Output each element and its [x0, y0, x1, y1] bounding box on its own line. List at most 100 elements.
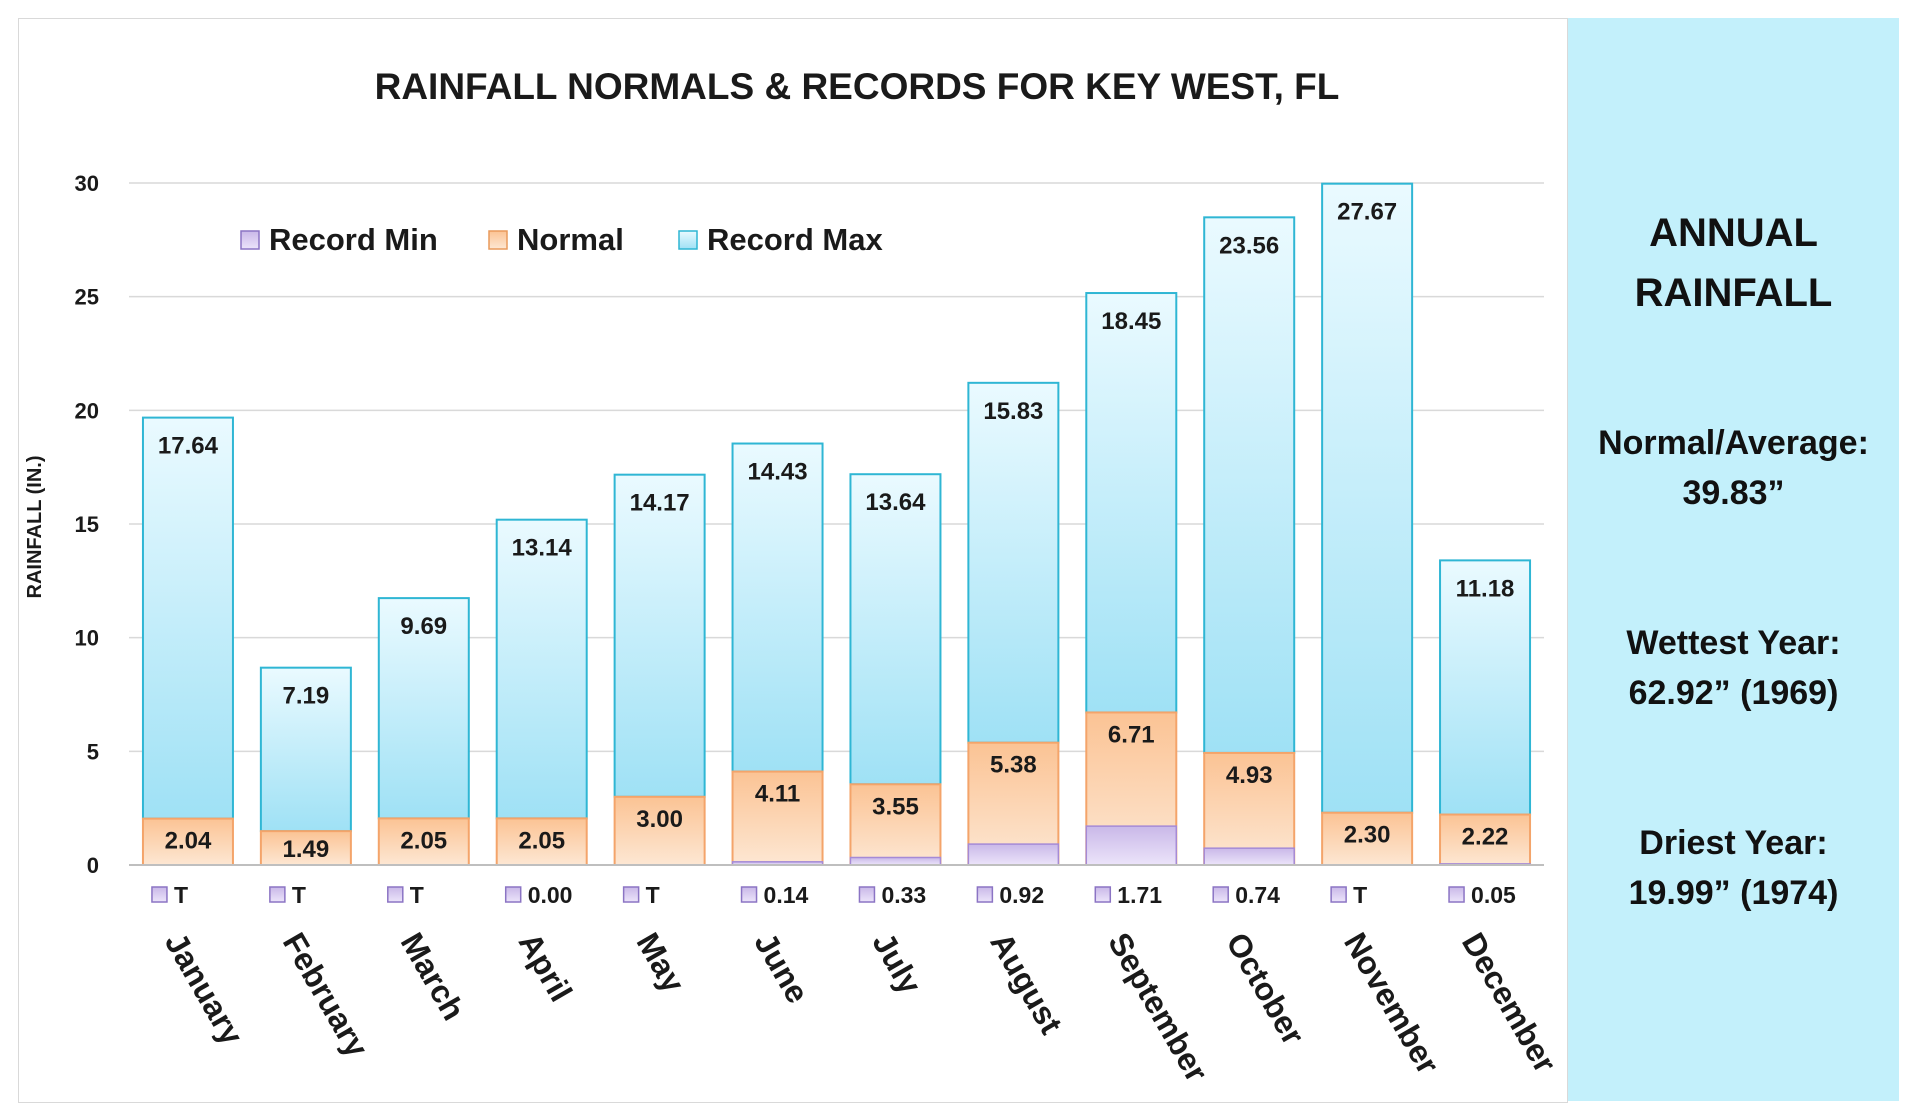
- legend-swatch: [678, 230, 698, 250]
- normal-label: 5.38: [990, 752, 1037, 779]
- record-min-annotation: 0.74: [1212, 882, 1280, 908]
- record-max-label: 14.43: [748, 459, 808, 486]
- legend-swatch: [488, 230, 508, 250]
- record-max-label: 9.69: [400, 613, 447, 640]
- bar-normal: [495, 817, 588, 866]
- rainfall-chart: 17.64 2.04 T 7.19 1.49 T 9.69 2.05 T 13.14 2.05 0.0…: [24, 66, 1564, 1088]
- record-min-marker: [504, 886, 522, 903]
- bars: [141, 182, 1532, 867]
- bar-record-max: [1085, 292, 1178, 714]
- record-min-marker: [387, 886, 404, 903]
- bar-record-min: [967, 843, 1060, 866]
- normal-label: 3.00: [636, 806, 683, 833]
- legend: Record Min Normal Record Max: [240, 222, 883, 257]
- gridlines: [129, 182, 1544, 753]
- normal-label: 4.93: [1226, 762, 1273, 789]
- x-tick-label: May: [630, 927, 692, 999]
- record-min-label: 0.92: [999, 882, 1044, 908]
- record-max-label: 18.45: [1101, 308, 1161, 335]
- normal-label: 2.22: [1462, 824, 1509, 851]
- wettest-year-stat: Wettest Year: 62.92” (1969): [1568, 618, 1899, 718]
- record-min-annotation: 0.00: [504, 882, 572, 908]
- annual-title-line1: ANNUAL: [1649, 211, 1818, 255]
- legend-item: Record Max: [678, 222, 883, 257]
- x-tick-label: February: [276, 927, 376, 1064]
- record-min-marker: [151, 886, 168, 903]
- normal-average-value: 39.83”: [1682, 474, 1785, 512]
- driest-year-stat: Driest Year: 19.99” (1974): [1568, 818, 1899, 918]
- record-max-label: 7.19: [283, 683, 330, 710]
- y-tick-label: 20: [75, 398, 99, 423]
- record-min-marker: [622, 886, 640, 903]
- record-max-label: 13.14: [512, 535, 573, 562]
- record-min-annotation: 0.33: [858, 882, 926, 908]
- y-tick-label: 25: [75, 285, 99, 310]
- record-min-label: 0.74: [1235, 882, 1280, 908]
- y-tick-label: 0: [87, 853, 99, 878]
- data-labels: 17.64 2.04 T 7.19 1.49 T 9.69 2.05 T 13.14 2.05 0.0…: [151, 199, 1516, 908]
- driest-year-value: 19.99” (1974): [1628, 874, 1839, 912]
- record-min-marker: [1330, 886, 1347, 903]
- record-min-marker: [976, 886, 994, 903]
- bar-record-max: [377, 597, 470, 820]
- record-min-annotation: 1.71: [1094, 882, 1162, 908]
- record-max-label: 15.83: [983, 398, 1043, 425]
- driest-year-label: Driest Year:: [1639, 824, 1828, 862]
- normal-label: 2.05: [518, 827, 565, 854]
- legend-swatch: [240, 230, 260, 250]
- record-min-marker: [1212, 886, 1229, 903]
- record-min-annotation: T: [269, 882, 306, 908]
- wettest-year-value: 62.92” (1969): [1628, 674, 1839, 712]
- record-min-annotation: 0.05: [1448, 882, 1516, 908]
- record-max-label: 13.64: [865, 489, 926, 516]
- bar-record-max: [1203, 216, 1296, 754]
- bar-normal: [613, 795, 706, 866]
- record-min-label: 0.33: [881, 882, 926, 908]
- record-max-label: 14.17: [630, 490, 690, 517]
- bar-record-max: [731, 442, 824, 773]
- chart-title: RAINFALL NORMALS & RECORDS FOR KEY WEST,…: [375, 66, 1340, 107]
- bar-record-max: [849, 473, 942, 786]
- record-min-marker: [1448, 886, 1465, 903]
- x-tick-label: June: [747, 927, 816, 1010]
- normal-average-label: Normal/Average:: [1598, 424, 1869, 462]
- normal-label: 1.49: [283, 836, 330, 863]
- bar-record-min: [849, 856, 942, 866]
- record-min-annotation: 0.14: [740, 882, 809, 908]
- record-min-annotation: 0.92: [976, 882, 1044, 908]
- bar-record-min: [1085, 825, 1178, 866]
- legend-label: Record Max: [707, 222, 883, 257]
- y-axis-title: RAINFALL (IN.): [24, 456, 46, 599]
- y-tick-label: 15: [75, 512, 99, 537]
- record-min-marker: [1094, 886, 1112, 903]
- wettest-year-label: Wettest Year:: [1626, 624, 1841, 662]
- x-tick-label: August: [983, 927, 1069, 1041]
- bar-record-max: [1321, 182, 1414, 814]
- record-min-annotation: T: [1330, 882, 1367, 908]
- bar-record-max: [495, 518, 588, 820]
- y-tick-label: 5: [87, 739, 99, 764]
- record-max-label: 17.64: [158, 433, 219, 460]
- annual-rainfall-panel: ANNUAL RAINFALL Normal/Average: 39.83” W…: [1568, 18, 1899, 1101]
- x-tick-label: July: [865, 927, 928, 1001]
- normal-label: 2.30: [1344, 822, 1391, 849]
- normal-label: 4.11: [755, 781, 800, 808]
- legend-item: Normal: [488, 222, 624, 257]
- record-max-label: 23.56: [1219, 232, 1279, 259]
- normal-label: 2.04: [165, 828, 212, 855]
- x-tick-label: April: [512, 927, 580, 1008]
- bar-normal: [377, 817, 470, 866]
- bar-record-max: [967, 381, 1060, 744]
- normal-label: 6.71: [1108, 721, 1155, 748]
- record-min-marker: [858, 886, 876, 903]
- legend-label: Normal: [517, 222, 624, 257]
- record-min-marker: [740, 886, 758, 903]
- bar-normal: [1321, 811, 1414, 866]
- x-tick-label: September: [1101, 927, 1215, 1088]
- bar-record-max: [613, 473, 706, 798]
- record-min-marker: [269, 886, 286, 903]
- y-tick-label: 30: [75, 171, 99, 196]
- x-tick-label: March: [394, 927, 472, 1027]
- normal-label: 2.05: [400, 827, 447, 854]
- record-max-label: 27.67: [1337, 199, 1397, 226]
